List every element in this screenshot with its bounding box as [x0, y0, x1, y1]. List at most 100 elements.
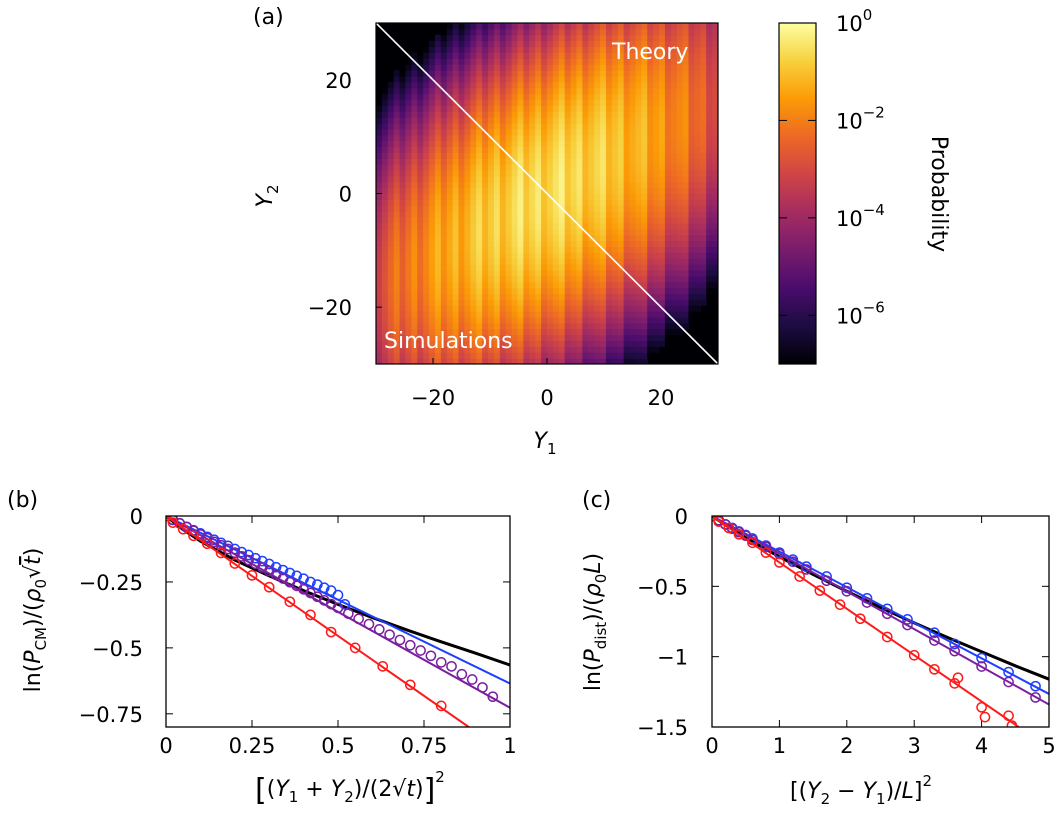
heatmap-cell	[629, 164, 637, 171]
data-point	[250, 552, 261, 564]
heatmap-cell	[570, 152, 578, 159]
heatmap-cell	[464, 299, 471, 306]
heatmap-cell	[399, 75, 407, 83]
heatmap-cell	[582, 222, 589, 230]
heatmap-cell	[688, 105, 696, 112]
heatmap-cell	[482, 140, 489, 148]
heatmap-cell	[434, 146, 442, 153]
heatmap-cell	[641, 34, 648, 42]
heatmap-cell	[605, 81, 613, 89]
heatmap-cell	[387, 99, 395, 106]
heatmap-cell	[470, 322, 477, 330]
heatmap-cell	[635, 99, 642, 106]
heatmap-cell	[434, 211, 442, 218]
heatmap-cell	[482, 281, 489, 289]
heatmap-cell	[605, 164, 613, 171]
heatmap-cell	[405, 322, 412, 330]
heatmap-cell	[629, 240, 637, 248]
heatmap-cell	[594, 305, 601, 312]
heatmap-cell	[511, 128, 519, 136]
heatmap-cell	[493, 152, 501, 159]
heatmap-cell	[552, 181, 560, 189]
heatmap-cell	[411, 358, 418, 364]
heatmap-cell	[623, 34, 631, 42]
heatmap-cell	[623, 75, 631, 83]
heatmap-cell	[647, 46, 654, 53]
heatmap-cell	[393, 281, 401, 289]
heatmap-cell	[712, 240, 718, 248]
heatmap-cell	[423, 217, 430, 224]
heatmap-cell	[464, 187, 471, 195]
heatmap-cell	[694, 234, 701, 242]
heatmap-cell	[623, 211, 631, 218]
heatmap-cell	[381, 275, 389, 283]
heatmap-cell	[664, 222, 672, 230]
heatmap-cell	[605, 87, 613, 95]
heatmap-cell	[594, 34, 601, 42]
heatmap-cell	[429, 128, 436, 136]
heatmap-cell	[605, 340, 613, 347]
heatmap-cells	[376, 23, 718, 364]
heatmap-cell	[700, 52, 707, 59]
heatmap-cell	[452, 175, 460, 183]
heatmap-cell	[476, 169, 483, 177]
heatmap-cell	[653, 46, 660, 53]
heatmap-cell	[511, 293, 519, 300]
heatmap-cell	[547, 75, 554, 83]
heatmap-cell	[470, 293, 477, 300]
heatmap-cell	[452, 93, 460, 101]
heatmap-cell	[706, 87, 713, 95]
heatmap-cell	[647, 81, 654, 89]
heatmap-cell	[664, 264, 672, 271]
heatmap-cell	[617, 175, 625, 183]
heatmap-cell	[517, 128, 525, 136]
heatmap-cell	[676, 240, 684, 248]
heatmap-cell	[623, 340, 631, 347]
heatmap-cell	[417, 352, 424, 359]
heatmap-cell	[440, 240, 448, 248]
heatmap-cell	[653, 205, 660, 212]
heatmap-cell	[682, 211, 690, 218]
heatmap-cell	[588, 352, 595, 359]
heatmap-cell	[659, 281, 666, 289]
heatmap-cell	[605, 40, 613, 48]
heatmap-cell	[464, 358, 471, 364]
heatmap-cell	[600, 334, 607, 342]
heatmap-cell	[617, 75, 625, 83]
heatmap-cell	[517, 146, 525, 153]
heatmap-cell	[429, 64, 436, 71]
heatmap-cell	[547, 269, 554, 277]
heatmap-cell	[617, 258, 625, 265]
heatmap-cell	[429, 111, 436, 118]
heatmap-cell	[387, 217, 395, 224]
heatmap-cell	[458, 117, 466, 124]
heatmap-cell	[600, 258, 607, 265]
heatmap-cell	[552, 87, 560, 95]
heatmap-cell	[446, 228, 454, 236]
heatmap-cell	[458, 352, 466, 359]
data-point	[929, 663, 940, 675]
heatmap-cell	[558, 175, 566, 183]
data-point	[415, 645, 426, 656]
heatmap-cell	[694, 158, 701, 165]
heatmap-cell	[541, 275, 548, 283]
heatmap-cell	[712, 193, 718, 200]
colorbar-gradient	[779, 23, 816, 364]
data-point	[201, 538, 213, 550]
data-point	[747, 537, 758, 549]
heatmap-cell	[676, 228, 684, 236]
heatmap-cell	[564, 117, 572, 124]
heatmap-cell	[600, 199, 607, 206]
heatmap-cell	[499, 117, 507, 124]
heatmap-cell	[387, 158, 395, 165]
heatmap-cell	[706, 258, 713, 265]
heatmap-cell	[706, 264, 713, 271]
heatmap-cell	[417, 205, 424, 212]
heatmap-cell	[670, 105, 678, 112]
heatmap-cell	[605, 99, 613, 106]
series-line	[712, 516, 1049, 706]
heatmap-cell	[700, 169, 707, 177]
heatmap-cell	[488, 87, 495, 95]
heatmap-cell	[694, 81, 701, 89]
heatmap-cell	[682, 316, 690, 324]
